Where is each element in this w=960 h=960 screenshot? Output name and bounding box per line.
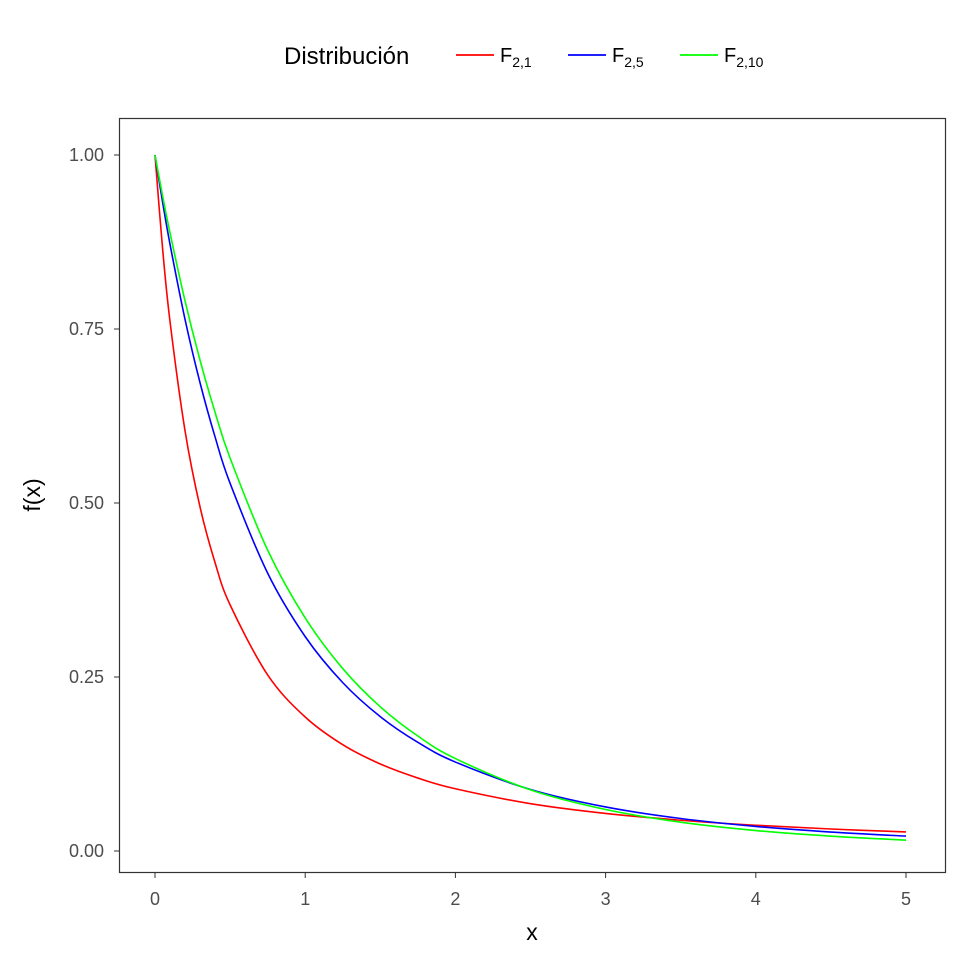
x-tick-label: 1 — [300, 889, 310, 909]
series-line-2-10 — [154, 154, 907, 841]
legend-label: F2,10 — [724, 45, 764, 70]
plot-panel — [118, 117, 947, 874]
x-axis-title: x — [526, 919, 538, 945]
y-tick-label: 0.75 — [69, 319, 104, 339]
x-tick-label: 0 — [150, 889, 160, 909]
y-axis-title: f(x) — [19, 478, 45, 511]
series-line-2-5 — [154, 154, 907, 837]
legend-label: F2,5 — [612, 45, 644, 70]
legend: Distribución F2,1 F2,5 F2,10 — [284, 43, 764, 70]
legend-label: F2,1 — [500, 45, 532, 70]
x-tick-label: 3 — [601, 889, 611, 909]
series-line-2-1 — [154, 154, 907, 833]
x-tick-label: 5 — [901, 889, 911, 909]
y-tick-label: 0.00 — [69, 841, 104, 861]
y-tick-label: 0.25 — [69, 667, 104, 687]
y-tick-label: 1.00 — [69, 145, 104, 165]
y-tick-label: 0.50 — [69, 493, 104, 513]
x-tick-label: 4 — [751, 889, 761, 909]
legend-title: Distribución — [284, 43, 409, 70]
x-tick-label: 2 — [450, 889, 460, 909]
